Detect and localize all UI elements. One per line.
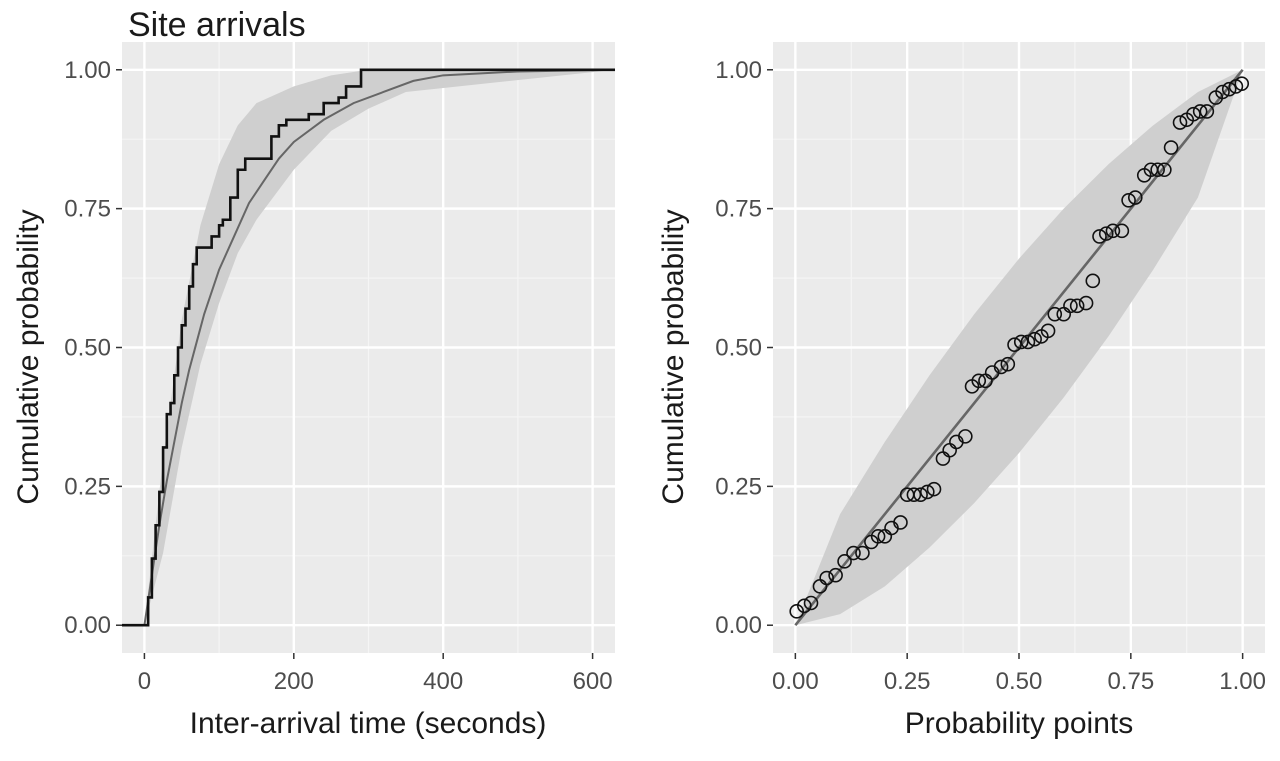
right-data-point: [1163, 140, 1179, 155]
right-data-point: [1199, 104, 1215, 119]
right-data-point: [789, 604, 805, 619]
right-data-point: [1078, 295, 1094, 311]
right-data-point: [803, 595, 819, 611]
right-data-point: [1221, 81, 1237, 97]
right-data-point: [1215, 84, 1230, 100]
right-data-point: [926, 481, 942, 497]
left-data-layer: [122, 68, 616, 627]
right-data-point: [819, 570, 834, 586]
right-data-point: [1114, 223, 1130, 239]
right-data-point: [993, 359, 1009, 375]
right-data-point: [870, 529, 886, 544]
left-x-axis-title: Inter-arrival time (seconds): [190, 707, 547, 740]
left-y-tick-label: 1.00: [64, 57, 111, 84]
right-data-point: [1234, 76, 1250, 91]
left-x-tick-label: 200: [274, 668, 314, 695]
right-data-point: [855, 545, 870, 561]
right-y-tick-label: 0.50: [715, 335, 762, 362]
left-x-tick-label: 0: [138, 668, 151, 695]
right-data-point: [837, 554, 852, 569]
right-data-point: [1105, 223, 1121, 239]
left-y-tick-label: 0.25: [64, 473, 111, 500]
right-y-tick-label: 0.00: [715, 612, 762, 639]
right-data-point: [1092, 229, 1107, 244]
right-data-point: [971, 373, 987, 389]
left-y-tick-label: 0.50: [64, 335, 111, 362]
right-data-point: [958, 429, 973, 444]
right-data-point: [1040, 323, 1056, 339]
right-data-point: [893, 515, 908, 530]
right-x-axis-title: Probability points: [905, 707, 1133, 740]
right-data-point: [1098, 226, 1114, 241]
right-y-axis-title: Cumulative probability: [657, 209, 690, 504]
right-x-tick-label: 1.00: [1219, 668, 1266, 695]
right-data-point: [913, 487, 928, 502]
left-theoretical-cdf-line: [143, 68, 616, 626]
right-y-tick-label: 0.75: [715, 196, 762, 223]
right-data-point: [1192, 104, 1208, 119]
right-data-point: [1121, 193, 1136, 208]
figure-title: Site arrivals: [128, 6, 306, 44]
right-data-layer: [789, 68, 1250, 627]
right-data-point: [1172, 115, 1188, 130]
right-x-tick-label: 0.75: [1107, 668, 1154, 695]
right-data-point: [1020, 334, 1036, 350]
left-y-axis-title: Cumulative probability: [12, 209, 45, 504]
left-panel: 0 200 400 600 0.00 0.25 0.50 0.75 1.00 Inter-arr…: [12, 42, 616, 740]
left-y-tick-label: 0.75: [64, 196, 111, 223]
right-data-point: [828, 567, 843, 583]
right-x-tick-label: 0.50: [996, 668, 1043, 695]
right-x-tick-label: 0.25: [884, 668, 931, 695]
left-empirical-step-line: [122, 68, 615, 627]
right-data-point: [1007, 337, 1022, 353]
right-data-point: [920, 484, 935, 500]
right-data-point: [1157, 162, 1172, 178]
left-x-tick-label: 600: [573, 668, 613, 695]
right-data-point: [1127, 190, 1143, 205]
right-data-point: [1013, 334, 1029, 350]
right-data-point: [1027, 331, 1042, 347]
right-y-tick-label: 0.25: [715, 473, 762, 500]
right-data-point: [1150, 162, 1165, 178]
right-data-point: [1186, 106, 1201, 122]
right-x-tick-label: 0.00: [772, 668, 819, 695]
right-y-tick-label: 1.00: [715, 57, 762, 84]
left-x-tick-label: 400: [423, 668, 463, 695]
right-data-point: [1069, 298, 1085, 314]
right-data-point: [1063, 298, 1078, 314]
right-data-point: [797, 598, 812, 614]
left-confidence-band: [144, 69, 615, 626]
right-panel: 0.00 0.25 0.50 0.75 1.00 0.00 0.25 0.50 0.75 1.00…: [657, 42, 1266, 740]
right-data-point: [1000, 356, 1016, 372]
left-axes: 0 200 400 600 0.00 0.25 0.50 0.75 1.00: [64, 57, 612, 695]
left-y-tick-label: 0.00: [64, 612, 111, 639]
right-axes: 0.00 0.25 0.50 0.75 1.00 0.00 0.25 0.50 0.75 1.00: [715, 57, 1266, 695]
right-data-point: [1085, 273, 1101, 289]
right-data-point: [906, 487, 922, 502]
right-data-point: [1047, 306, 1063, 322]
right-data-point: [846, 545, 861, 561]
